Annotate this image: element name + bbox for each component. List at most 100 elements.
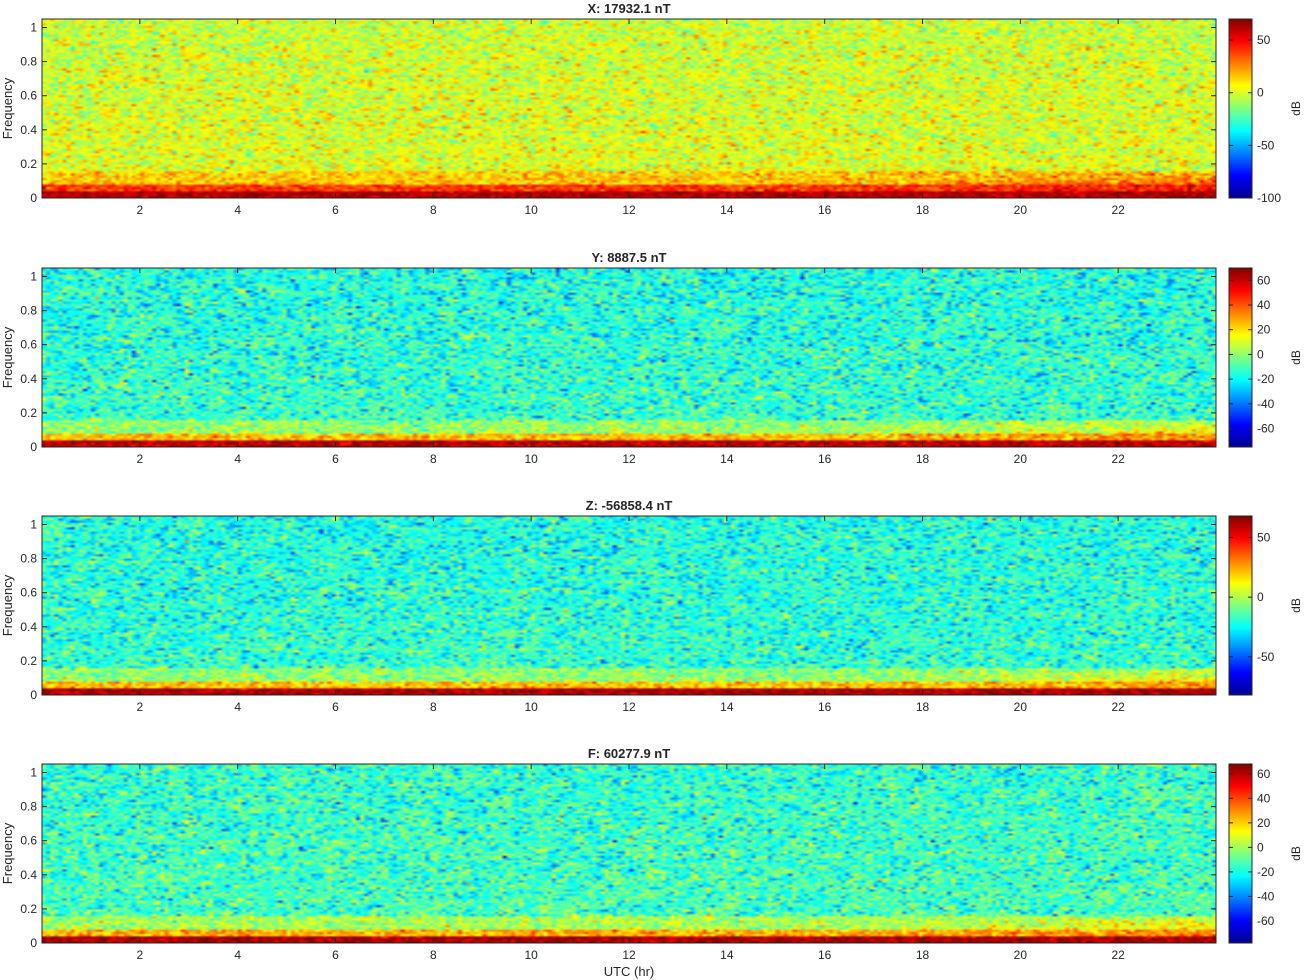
x-tick-label: 20 (1014, 452, 1028, 466)
x-tick-label: 22 (1111, 700, 1125, 714)
colorbar-tick-label: 40 (1257, 791, 1271, 805)
x-tick-label: 8 (430, 203, 437, 217)
colorbar-tick-label: -40 (1257, 889, 1275, 903)
x-tick-label: 8 (430, 700, 437, 714)
colorbar: -60 -40 -20 0 20 40 60 dB (1228, 267, 1303, 448)
y-tick-label: 1 (30, 270, 37, 284)
x-tick-label: 4 (234, 948, 241, 962)
x-tick-label: 2 (136, 948, 143, 962)
panel-title: Y: 8887.5 nT (592, 250, 667, 265)
colorbar-tick-label: -60 (1257, 421, 1275, 435)
x-tick-label: 4 (234, 700, 241, 714)
x-tick-label: 6 (332, 452, 339, 466)
x-tick-label: 16 (818, 700, 832, 714)
colorbar-tick-label: 60 (1257, 273, 1271, 287)
y-tick-label: 0 (30, 440, 37, 454)
colorbar: -60 -40 -20 0 20 40 60 dB (1228, 763, 1303, 944)
x-tick-label: 6 (332, 700, 339, 714)
x-tick-label: 8 (430, 452, 437, 466)
colorbar-tick-label: -60 (1257, 914, 1275, 928)
x-tick-label: 14 (720, 948, 734, 962)
x-tick-label: 18 (916, 700, 930, 714)
colorbar-tick-label: 0 (1257, 590, 1264, 604)
x-tick-label: 22 (1111, 203, 1125, 217)
y-tick-label: 0.2 (20, 654, 37, 668)
x-axis-label: UTC (hr) (604, 964, 655, 979)
spectrogram-image (42, 764, 1216, 943)
colorbar-tick-label: -40 (1257, 397, 1275, 411)
colorbar-tick-label: 50 (1257, 33, 1271, 47)
spectrogram-panel-4: 2 4 6 8 10 12 14 16 18 20 22 0 0.2 0.4 0.6 0.8 1 F: 60277… (0, 746, 1303, 979)
y-tick-label: 0.4 (20, 868, 37, 882)
y-axis-label: Frequency (0, 574, 15, 636)
colorbar-tick-label: 20 (1257, 323, 1271, 337)
y-tick-label: 0.6 (20, 89, 37, 103)
x-tick-label: 14 (720, 452, 734, 466)
y-tick-label: 0.6 (20, 586, 37, 600)
y-tick-label: 1 (30, 766, 37, 780)
x-tick-label: 16 (818, 948, 832, 962)
colorbar-tick-label: 20 (1257, 816, 1271, 830)
x-tick-label: 10 (524, 203, 538, 217)
x-tick-label: 8 (430, 948, 437, 962)
x-tick-label: 2 (136, 452, 143, 466)
x-tick-label: 20 (1014, 203, 1028, 217)
x-tick-label: 18 (916, 452, 930, 466)
y-tick-label: 0.4 (20, 372, 37, 386)
x-tick-label: 22 (1111, 452, 1125, 466)
spectrogram-image (42, 516, 1216, 695)
x-tick-label: 20 (1014, 700, 1028, 714)
spectrogram-panel-2: 2 4 6 8 10 12 14 16 18 20 22 0 0.2 0.4 0.6 0.8 1 Y: 8887.… (0, 250, 1303, 466)
colorbar-tick-label: 40 (1257, 298, 1271, 312)
colorbar-label: dB (1289, 598, 1303, 613)
y-tick-label: 0 (30, 936, 37, 950)
colorbar-tick-label: -50 (1257, 650, 1275, 664)
y-tick-label: 0.2 (20, 157, 37, 171)
y-tick-label: 1 (30, 518, 37, 532)
y-tick-label: 0 (30, 191, 37, 205)
x-tick-label: 16 (818, 452, 832, 466)
colorbar-tick-label: 0 (1257, 840, 1264, 854)
colorbar-tick-label: -20 (1257, 372, 1275, 386)
x-tick-label: 2 (136, 203, 143, 217)
x-tick-label: 18 (916, 203, 930, 217)
x-tick-label: 6 (332, 203, 339, 217)
x-tick-label: 20 (1014, 948, 1028, 962)
colorbar-gradient (1228, 267, 1253, 448)
x-tick-label: 18 (916, 948, 930, 962)
x-tick-label: 10 (524, 700, 538, 714)
y-tick-label: 0.8 (20, 552, 37, 566)
y-tick-label: 0 (30, 688, 37, 702)
y-axis-label: Frequency (0, 77, 15, 139)
spectrogram-image (42, 19, 1216, 198)
x-tick-label: 4 (234, 203, 241, 217)
x-tick-label: 22 (1111, 948, 1125, 962)
y-tick-label: 0.8 (20, 55, 37, 69)
colorbar-tick-label: 60 (1257, 767, 1271, 781)
spectrogram-panel-1: 2 4 6 8 10 12 14 16 18 20 22 0 0.2 0.4 0.6 0.8 1 X: 17932… (0, 1, 1303, 217)
x-tick-label: 12 (622, 452, 636, 466)
colorbar-label: dB (1289, 846, 1303, 861)
x-tick-label: 2 (136, 700, 143, 714)
x-tick-label: 4 (234, 452, 241, 466)
y-tick-label: 0.8 (20, 800, 37, 814)
y-tick-label: 0.8 (20, 304, 37, 318)
colorbar-gradient (1228, 515, 1253, 696)
colorbar-gradient (1228, 763, 1253, 944)
colorbar-tick-label: 0 (1257, 86, 1264, 100)
y-tick-label: 0.6 (20, 338, 37, 352)
panel-title: X: 17932.1 nT (587, 1, 670, 16)
panel-title: F: 60277.9 nT (588, 746, 670, 761)
panel-title: Z: -56858.4 nT (586, 498, 673, 513)
x-tick-label: 14 (720, 203, 734, 217)
y-tick-label: 0.2 (20, 902, 37, 916)
y-axis-label: Frequency (0, 326, 15, 388)
y-tick-label: 1 (30, 21, 37, 35)
x-tick-label: 12 (622, 203, 636, 217)
colorbar: -100 -50 0 50 dB (1228, 18, 1303, 205)
y-tick-label: 0.6 (20, 834, 37, 848)
spectrogram-image (42, 268, 1216, 447)
colorbar-label: dB (1289, 350, 1303, 365)
x-tick-label: 6 (332, 948, 339, 962)
